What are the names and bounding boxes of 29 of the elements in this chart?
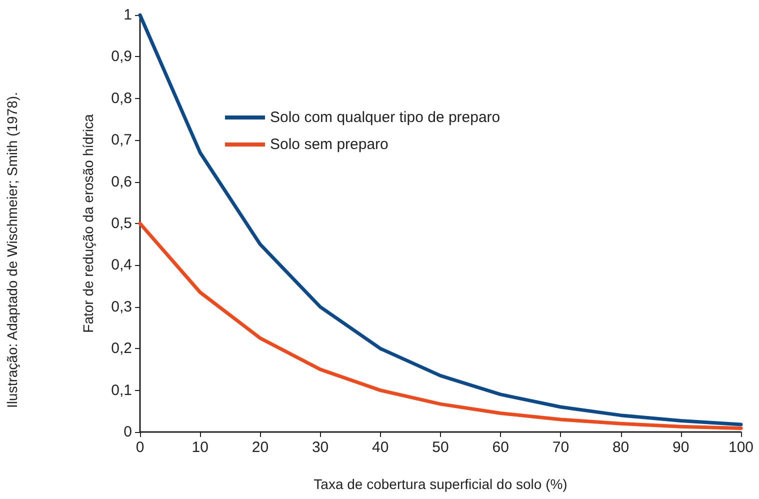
y-tick-label: 0,2 bbox=[111, 340, 132, 358]
x-tick-label: 80 bbox=[612, 439, 630, 456]
x-tick-label: 50 bbox=[432, 439, 449, 456]
x-tick-label: 60 bbox=[492, 439, 509, 456]
x-tick-label: 100 bbox=[728, 439, 754, 456]
x-tick-label: 40 bbox=[372, 439, 389, 456]
x-tick-label: 0 bbox=[136, 439, 144, 456]
line-series bbox=[138, 222, 743, 430]
y-tick-label: 0,3 bbox=[111, 298, 132, 316]
line-series bbox=[138, 13, 743, 426]
y-tick-label: 0,6 bbox=[111, 173, 132, 190]
y-tick-label: 0 bbox=[124, 424, 132, 440]
x-tick-label: 10 bbox=[192, 439, 208, 456]
x-tick-label: 30 bbox=[312, 439, 329, 456]
y-tick-label: 0,1 bbox=[111, 382, 132, 399]
y-axis-title: Fator de redução da erosão hídrica bbox=[80, 114, 96, 333]
y-tick-label: 0,9 bbox=[111, 48, 132, 66]
x-axis-title: Taxa de cobertura superficial do solo (%) bbox=[314, 476, 568, 492]
y-tick-label: 0,5 bbox=[111, 215, 132, 232]
x-tick-label: 20 bbox=[252, 439, 269, 456]
y-tick-label: 0,4 bbox=[111, 256, 132, 274]
x-tick-label: 70 bbox=[552, 439, 570, 456]
y-tick-label: 1 bbox=[124, 6, 132, 24]
legend-label: Solo sem preparo bbox=[270, 136, 388, 153]
y-tick-label: 0,8 bbox=[111, 90, 132, 107]
x-tick-label: 90 bbox=[672, 439, 690, 456]
text: Ilustração: Adaptado de Wischmeier; Smith (1978). bbox=[4, 92, 20, 408]
legend-label: Solo com qualquer tipo de preparo bbox=[270, 109, 500, 126]
y-tick-label: 0,7 bbox=[111, 132, 132, 149]
